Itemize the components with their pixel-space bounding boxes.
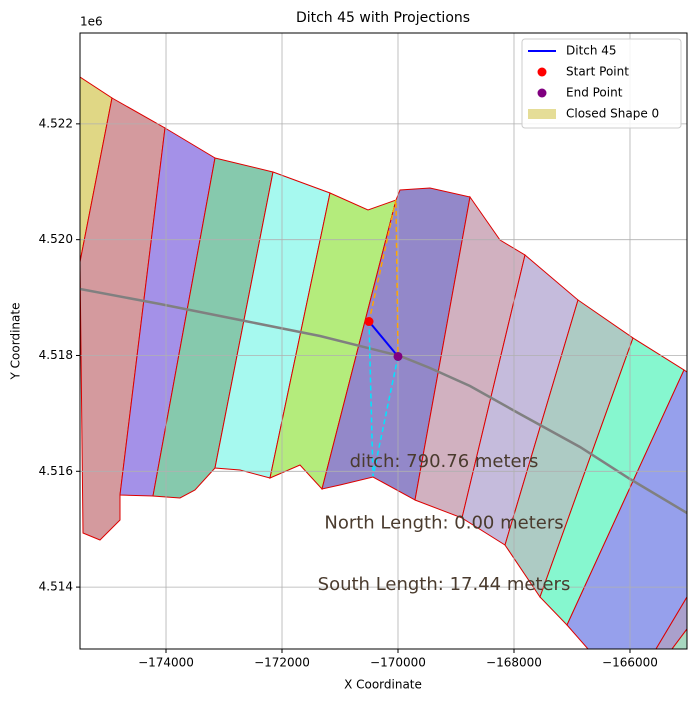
point (393, 351, 403, 361)
legend-label: End Point (566, 86, 623, 100)
plot-frame (79, 32, 688, 650)
legend-swatch (537, 88, 547, 98)
annotation: South Length: 17.44 meters (318, 574, 571, 595)
y-tick-label: 4.520 (39, 232, 73, 246)
legend: Ditch 45 Start Point End Point Closed Shape… (521, 38, 682, 129)
annotation: ditch: 790.76 meters (350, 451, 539, 472)
marks (364, 199, 403, 477)
legend-box (521, 38, 682, 129)
legend-entries: Ditch 45 Start Point End Point Closed Shape… (528, 44, 659, 121)
strip (214, 171, 331, 479)
legend-swatch (528, 109, 556, 119)
legend-swatch (537, 67, 547, 77)
y-axis-label: Y Coordinate (9, 303, 23, 381)
x-tick-label: −172000 (254, 656, 310, 670)
projection-line (368, 199, 399, 357)
strip (655, 596, 687, 649)
x-axis-label: X Coordinate (344, 678, 422, 692)
strip (671, 628, 687, 649)
annotations: ditch: 790.76 meters North Length: 0.00 m… (318, 451, 571, 595)
ditch-line (368, 320, 399, 358)
centerline (80, 287, 687, 515)
x-tick-label: −166000 (602, 656, 658, 670)
x-tick-label: −170000 (370, 656, 426, 670)
y-tick-label: 4.522 (39, 116, 73, 130)
legend-label: Ditch 45 (566, 44, 617, 58)
strip (566, 369, 687, 649)
y-tick-label: 4.514 (39, 580, 73, 594)
x-tick-label: −168000 (486, 656, 542, 670)
legend-label: Closed Shape 0 (566, 107, 659, 121)
projection-line (368, 321, 399, 477)
y-tick-label: 4.516 (39, 464, 73, 478)
annotation: North Length: 0.00 meters (324, 513, 563, 534)
shapes (80, 76, 687, 649)
x-tick-label: −174000 (138, 656, 194, 670)
chart-title: Ditch 45 with Projections (296, 10, 470, 26)
point (364, 317, 374, 327)
legend-label: Start Point (566, 65, 629, 79)
y-tick-label: 4.518 (39, 348, 73, 362)
y-offset-label: 1e6 (80, 15, 103, 29)
